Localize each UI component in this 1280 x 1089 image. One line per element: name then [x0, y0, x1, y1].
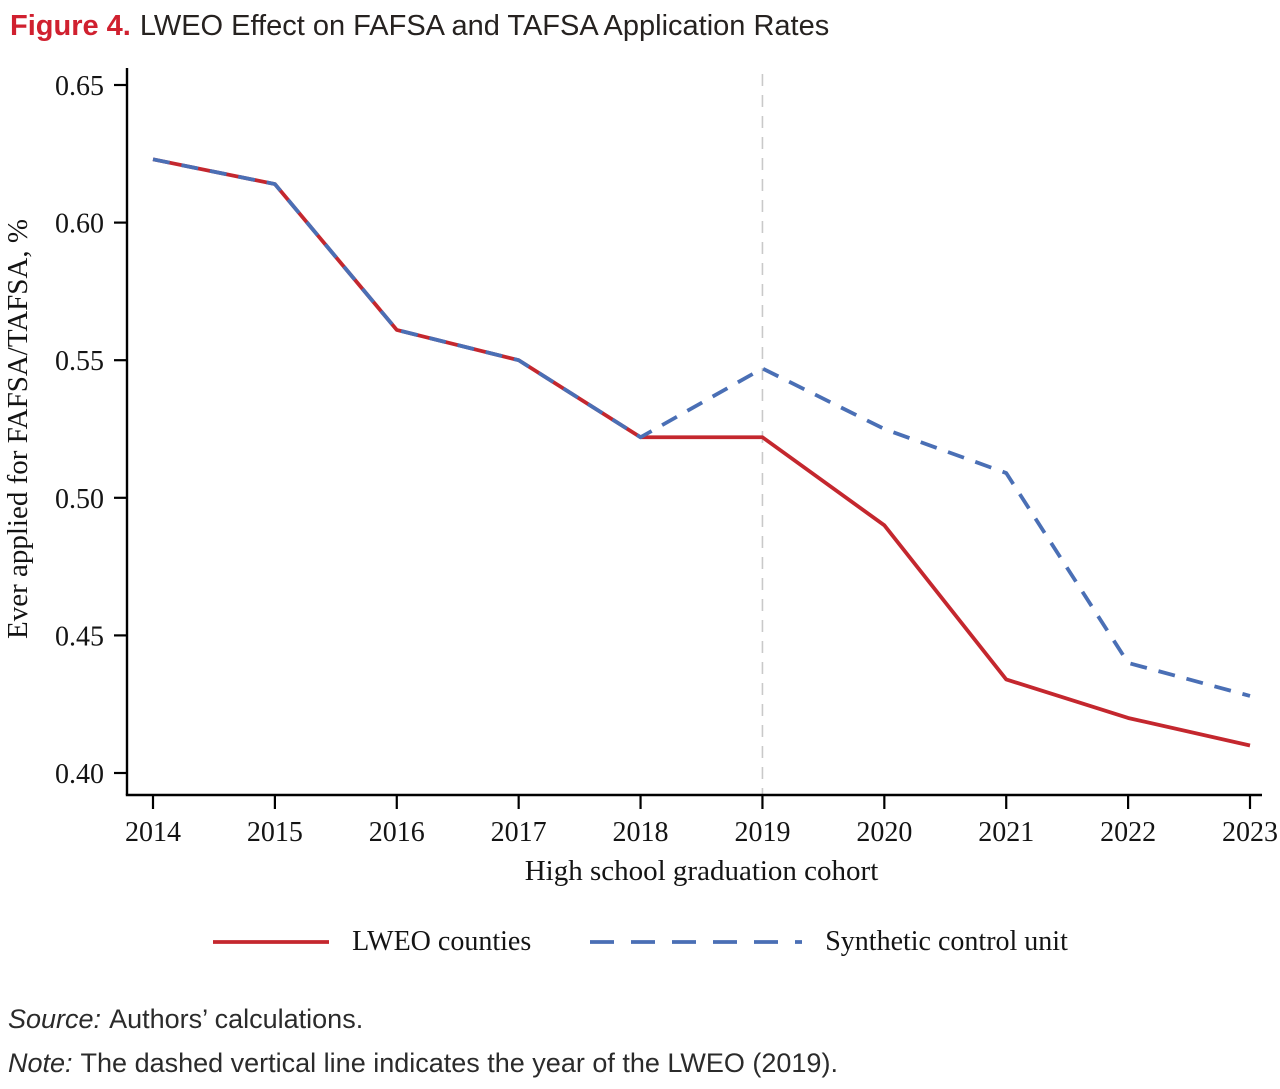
source-note: Source: Authors’ calculations.: [8, 1002, 1268, 1037]
figure-notes: Source: Authors’ calculations. Note: The d…: [8, 1002, 1268, 1089]
figure-label: Figure 4.: [10, 10, 131, 42]
x-tick-label: 2023: [1222, 817, 1278, 848]
line-chart: 0.40 0.45 0.50 0.55 0.60 0.65 2014 2015 2016 2017…: [2, 68, 1278, 887]
y-tick-label: 0.40: [55, 759, 104, 790]
y-axis-title: Ever applied for FAFSA/TAFSA, %: [2, 219, 34, 639]
note-note: Note: The dashed vertical line indicates …: [8, 1046, 1268, 1081]
figure-title-text: LWEO Effect on FAFSA and TAFSA Applicati…: [139, 10, 830, 42]
x-tick-label: 2018: [613, 817, 669, 848]
x-tick-label: 2020: [856, 817, 912, 848]
figure-title: Figure 4. LWEO Effect on FAFSA and TAFSA …: [10, 10, 1280, 43]
x-tick-label: 2019: [734, 817, 790, 848]
y-tick-label: 0.45: [55, 621, 104, 652]
legend-label-lweo-counties: LWEO counties: [352, 926, 532, 957]
x-tick-label: 2015: [247, 817, 303, 848]
y-tick-label: 0.65: [55, 71, 104, 102]
legend-solid-line-icon: [213, 940, 330, 944]
legend-item-synthetic-control: Synthetic control unit: [589, 926, 1068, 958]
source-label: Source:: [8, 1004, 102, 1034]
series-line-lweo-counties: [152, 157, 1251, 748]
chart-legend: LWEO counties Synthetic control unit: [0, 926, 1280, 958]
legend-item-lweo-counties: LWEO counties: [212, 926, 531, 958]
note-text: The dashed vertical line indicates the y…: [80, 1048, 838, 1079]
y-tick-label: 0.60: [55, 209, 104, 240]
legend-label-synthetic-control: Synthetic control unit: [825, 926, 1068, 957]
series-line-synthetic-control: [152, 157, 1251, 698]
legend-dashed-line-icon: [590, 940, 803, 944]
x-tick-label: 2017: [491, 817, 547, 848]
x-tick-label: 2016: [369, 817, 425, 848]
x-tick-label: 2014: [125, 817, 181, 848]
x-axis-title: High school graduation cohort: [525, 855, 879, 887]
x-tick-label: 2022: [1100, 817, 1156, 848]
y-tick-label: 0.55: [55, 346, 104, 377]
source-text: Authors’ calculations.: [109, 1004, 364, 1034]
x-tick-label: 2021: [978, 817, 1034, 848]
note-label: Note:: [8, 1048, 73, 1079]
y-tick-label: 0.50: [55, 484, 104, 515]
